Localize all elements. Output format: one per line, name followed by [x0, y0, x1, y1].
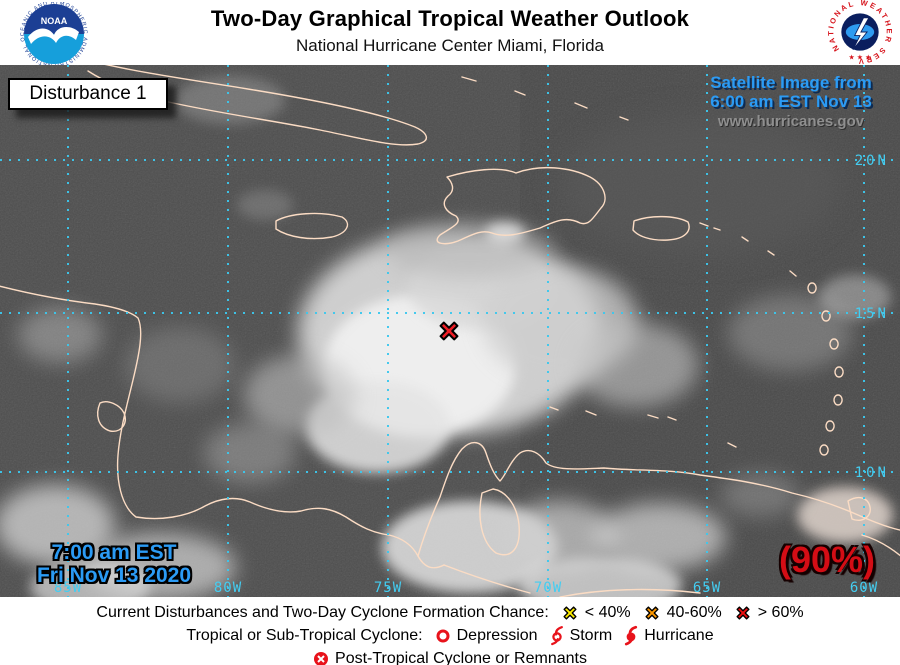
satellite-map[interactable]: 85W 80W 75W 70W 65W 60W 20N 15N 10N Dist…	[0, 65, 900, 597]
legend-row1-label: Current Disturbances and Two-Day Cyclone…	[96, 603, 549, 621]
legend: Current Disturbances and Two-Day Cyclone…	[0, 597, 900, 665]
post-tropical-icon	[313, 651, 329, 665]
satellite-image: 85W 80W 75W 70W 65W 60W 20N 15N 10N	[0, 65, 900, 597]
legend-item-lt40: < 40%	[561, 604, 631, 622]
x-marker-yellow-icon	[561, 604, 579, 622]
legend-row-disturbances: Current Disturbances and Two-Day Cyclone…	[0, 601, 900, 624]
lon-label: 65W	[693, 580, 721, 596]
disturbance-marker-icon[interactable]	[439, 321, 459, 341]
storm-icon	[550, 625, 564, 646]
disturbance-label: Disturbance 1	[8, 78, 168, 110]
legend-item-label: > 60%	[757, 603, 804, 621]
legend-row-cyclones: Tropical or Sub-Tropical Cyclone: Depres…	[0, 624, 900, 647]
coastlines	[0, 65, 900, 597]
grid-lines	[0, 65, 900, 597]
depression-icon	[435, 628, 451, 644]
legend-item-gt60: > 60%	[734, 604, 804, 622]
lon-label: 70W	[534, 580, 562, 596]
satellite-info-line1: Satellite Image from	[710, 73, 872, 92]
legend-row2-label: Tropical or Sub-Tropical Cyclone:	[186, 626, 423, 644]
lon-label: 60W	[850, 580, 878, 596]
lat-label: 20N	[855, 153, 889, 169]
page-subtitle: National Hurricane Center Miami, Florida	[295, 36, 604, 55]
satellite-info-line2: 6:00 am EST Nov 13	[710, 92, 872, 111]
lon-label: 80W	[214, 580, 242, 596]
legend-item-depression: Depression	[435, 627, 538, 645]
legend-item-hurricane: Hurricane	[624, 625, 714, 646]
nws-stars: ★ ★ ★	[848, 54, 871, 62]
legend-item-label: Post-Tropical Cyclone or Remnants	[335, 649, 587, 665]
lat-label: 10N	[855, 465, 889, 481]
lon-label: 85W	[54, 580, 82, 596]
issued-time: 7:00 am EST Fri Nov 13 2020	[14, 541, 214, 587]
formation-chance-percent: (90%)	[778, 539, 876, 580]
legend-item-label: Storm	[569, 626, 613, 644]
x-marker-red-icon	[734, 604, 752, 622]
legend-item-40-60: 40-60%	[643, 604, 722, 622]
legend-item-label: Hurricane	[644, 626, 714, 644]
noaa-logo-icon: NOAA NATIONAL OCEANIC AND ATMOSPHERIC AD…	[0, 0, 108, 70]
lat-label: 15N	[855, 306, 889, 322]
x-marker-orange-icon	[643, 604, 661, 622]
grid-labels: 85W 80W 75W 70W 65W 60W 20N 15N 10N	[54, 153, 889, 596]
page-title: Two-Day Graphical Tropical Weather Outlo…	[210, 6, 690, 31]
header: Two-Day Graphical Tropical Weather Outlo…	[0, 0, 900, 68]
legend-row-post-tropical: Post-Tropical Cyclone or Remnants	[0, 647, 900, 665]
legend-item-post-tropical: Post-Tropical Cyclone or Remnants	[313, 650, 587, 665]
legend-item-label: 40-60%	[666, 603, 722, 621]
nws-logo-icon: NATIONAL WEATHER SERVICE ★ ★ ★	[824, 0, 896, 69]
issued-time-line2: Fri Nov 13 2020	[36, 564, 192, 587]
lon-label: 75W	[374, 580, 402, 596]
noaa-text: NOAA	[41, 16, 68, 26]
legend-item-label: Depression	[456, 626, 538, 644]
watermark: www.hurricanes.gov	[717, 113, 865, 130]
issued-time-line1: 7:00 am EST	[51, 541, 177, 564]
legend-item-storm: Storm	[550, 625, 613, 646]
satellite-info: Satellite Image from 6:00 am EST Nov 13	[698, 73, 884, 111]
legend-item-label: < 40%	[584, 603, 631, 621]
hurricane-icon	[624, 625, 638, 646]
